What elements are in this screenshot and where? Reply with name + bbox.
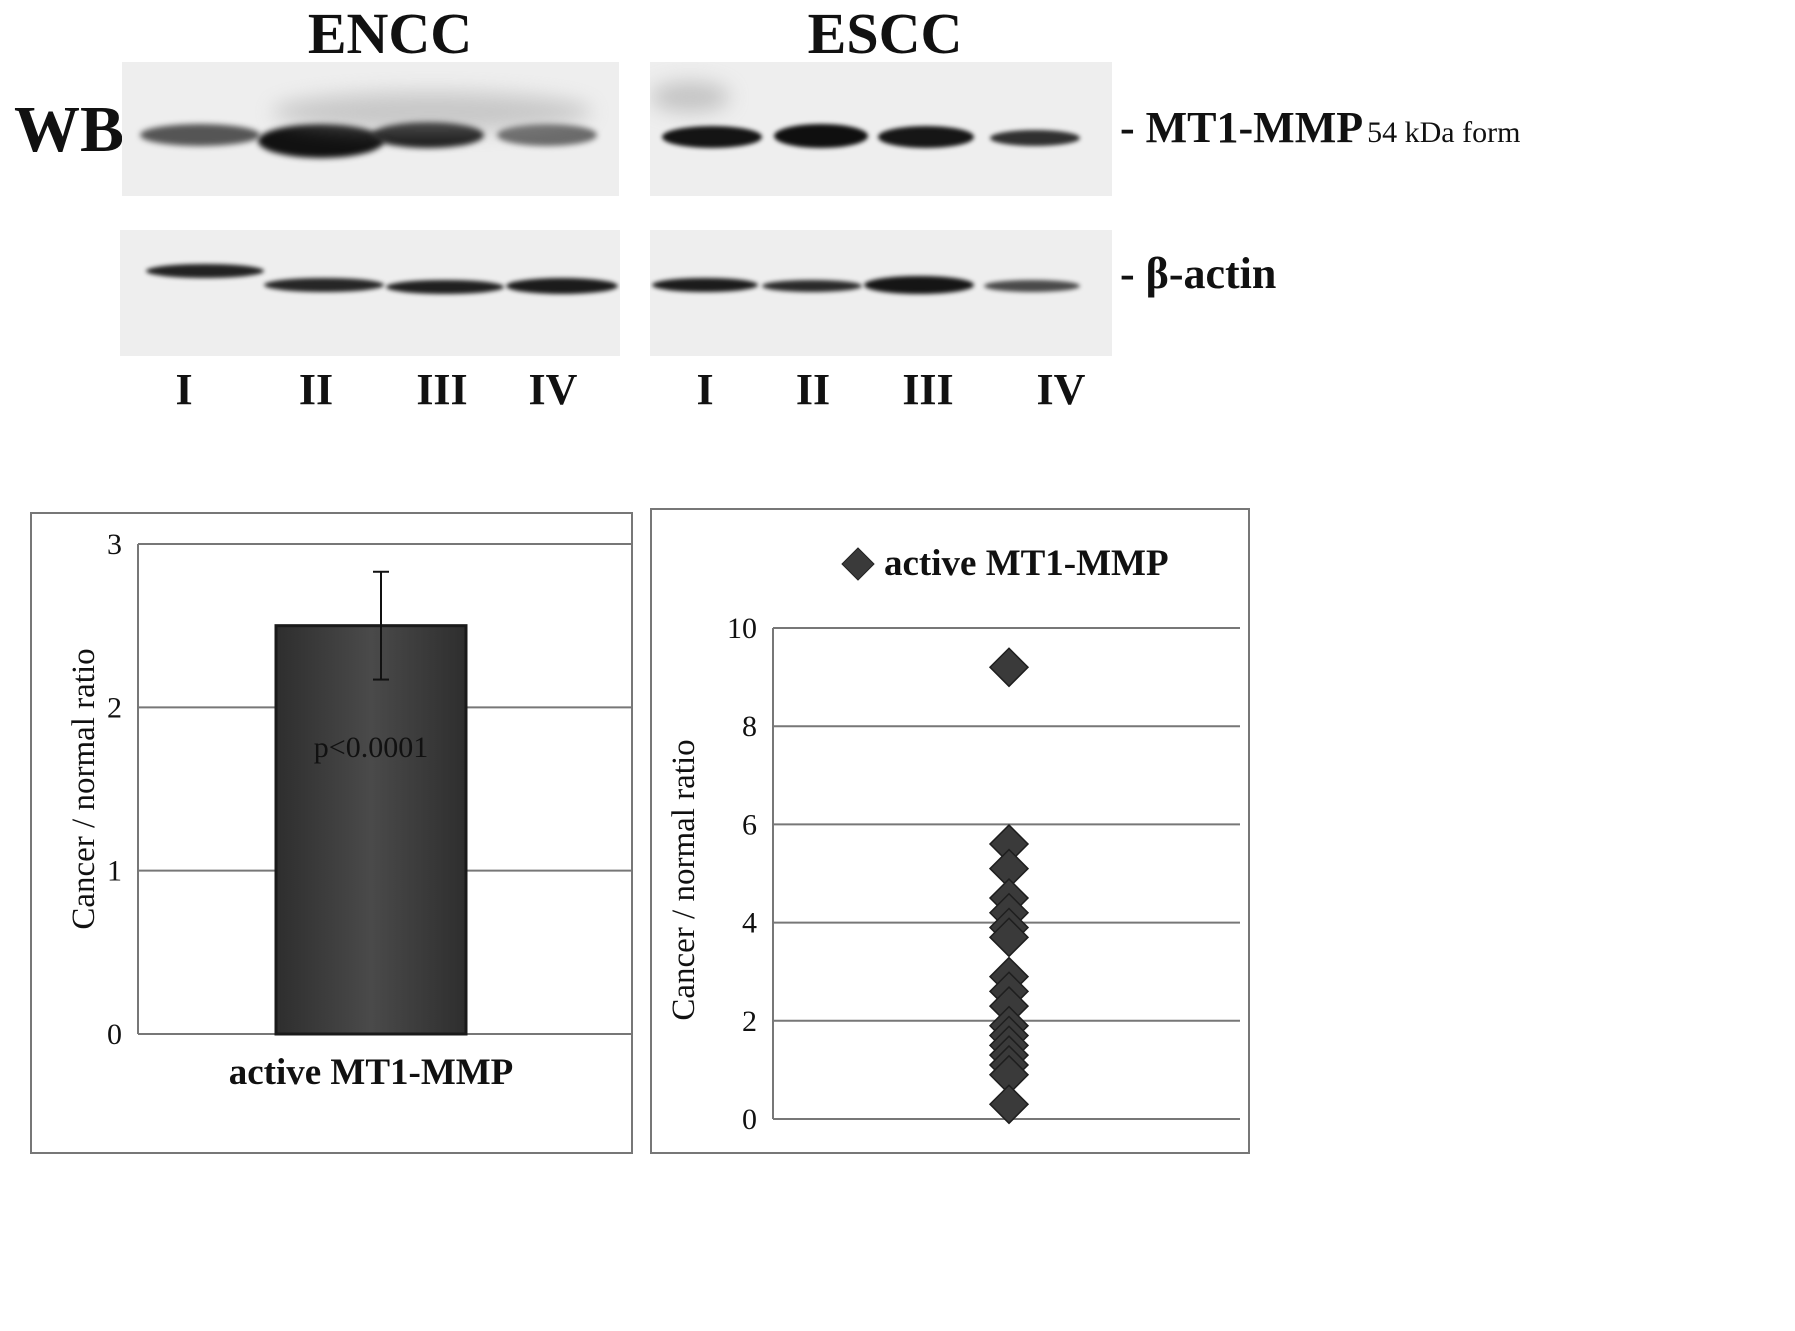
scatter-legend-label: active MT1-MMP <box>884 543 1169 584</box>
bar-y-tick-label: 1 <box>107 855 122 888</box>
bar-chart: 0 1 2 3 Cancer / normal ratio p<0.0001 acti… <box>66 528 631 1093</box>
bar-annotation: p<0.0001 <box>314 731 428 764</box>
scatter-chart: active MT1-MMP 0 2 4 6 8 10 Cancer / normal r… <box>666 543 1240 1136</box>
lane-label-escc-4: IV <box>1036 365 1086 414</box>
bar-y-tick-label: 2 <box>107 691 122 724</box>
scatter-y-tick-label: 6 <box>742 808 757 841</box>
bar-y-tick-label: 3 <box>107 528 122 561</box>
bar-y-tick-labels: 0 1 2 3 <box>107 528 122 1051</box>
blot-actin-escc <box>650 230 1112 356</box>
bar-chart-panel: 0 1 2 3 Cancer / normal ratio p<0.0001 acti… <box>30 512 633 1154</box>
wb-method-label: WB <box>14 93 125 166</box>
scatter-legend: active MT1-MMP <box>841 543 1169 584</box>
lane-label-encc-4: IV <box>528 365 578 414</box>
blot-mt1mmp-escc <box>650 62 1112 196</box>
scatter-y-tick-label: 8 <box>742 710 757 743</box>
legend-marker <box>841 547 875 581</box>
bar-y-axis-label: Cancer / normal ratio <box>66 648 102 929</box>
lane-label-escc-2: II <box>795 365 831 414</box>
lane-label-encc-2: II <box>298 365 334 414</box>
lane-label-escc-1: I <box>696 365 714 414</box>
lane-label-encc-1: I <box>175 365 193 414</box>
blot-actin-encc <box>120 230 620 356</box>
scatter-point <box>988 647 1030 688</box>
row-label-actin: - β-actin <box>1120 249 1277 298</box>
scatter-y-tick-label: 10 <box>727 612 757 645</box>
blot-mt1mmp-encc <box>122 62 619 196</box>
scatter-point <box>988 917 1030 958</box>
bar <box>274 624 468 1036</box>
mt1mmp-sublabel: 54 kDa form <box>1367 116 1521 149</box>
group-label-escc: ESCC <box>807 1 963 66</box>
scatter-y-tick-labels: 0 2 4 6 8 10 <box>727 612 757 1136</box>
scatter-y-axis-label: Cancer / normal ratio <box>666 739 702 1020</box>
group-label-encc: ENCC <box>307 1 473 66</box>
scatter-y-tick-label: 4 <box>742 907 757 940</box>
mt1mmp-label: - MT1-MMP <box>1120 103 1364 152</box>
lane-label-encc-3: III <box>416 365 468 414</box>
scatter-point <box>988 1084 1030 1125</box>
scatter-chart-panel: active MT1-MMP 0 2 4 6 8 10 Cancer / normal r… <box>650 508 1250 1154</box>
bar-category-label: active MT1-MMP <box>229 1052 514 1093</box>
lane-label-escc-3: III <box>902 365 954 414</box>
row-label-mt1mmp: - MT1-MMP 54 kDa form <box>1120 102 1520 153</box>
scatter-y-tick-label: 2 <box>742 1005 757 1038</box>
bar-y-tick-label: 0 <box>107 1018 122 1051</box>
scatter-y-tick-label: 0 <box>742 1103 757 1136</box>
